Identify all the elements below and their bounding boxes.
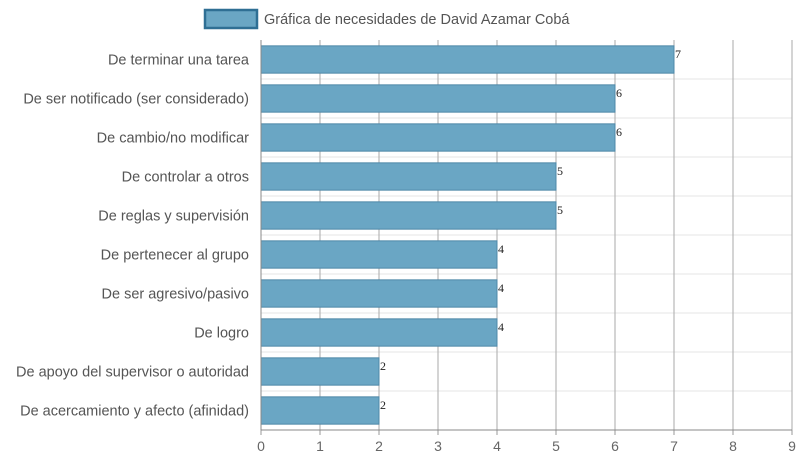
data-label: 4 [498, 320, 504, 334]
data-label: 7 [675, 47, 681, 61]
category-label: De terminar una tarea [108, 53, 250, 69]
x-tick-label: 1 [316, 438, 324, 454]
legend[interactable]: Gráfica de necesidades de David Azamar C… [203, 8, 570, 30]
x-tick-label: 9 [788, 438, 796, 454]
data-label: 5 [557, 203, 563, 217]
x-tick-label: 7 [670, 438, 678, 454]
bar[interactable] [260, 279, 498, 308]
category-label: De ser agresivo/pasivo [102, 287, 250, 303]
bars: 7 6 6 5 5 4 4 4 2 2 [260, 45, 681, 425]
x-tick-label: 0 [257, 438, 265, 454]
legend-label: Gráfica de necesidades de David Azamar C… [264, 12, 570, 28]
bar[interactable] [260, 201, 557, 230]
data-label: 6 [616, 86, 622, 100]
bar[interactable] [260, 84, 616, 113]
bar[interactable] [260, 357, 380, 386]
bar[interactable] [260, 123, 616, 152]
data-label: 4 [498, 281, 504, 295]
legend-swatch[interactable] [203, 8, 259, 30]
x-tick-label: 8 [729, 438, 737, 454]
category-label: De ser notificado (ser considerado) [23, 92, 249, 108]
data-label: 4 [498, 242, 504, 256]
category-label: De pertenecer al grupo [101, 248, 249, 264]
data-label: 2 [380, 359, 386, 373]
category-label: De logro [194, 326, 249, 342]
bar[interactable] [260, 45, 675, 74]
data-label: 5 [557, 164, 563, 178]
bar[interactable] [260, 240, 498, 269]
bar[interactable] [260, 162, 557, 191]
x-tick-label: 3 [434, 438, 442, 454]
axes: 0 1 2 3 4 5 6 7 8 9 De terminar una tarea De ser no… [16, 40, 796, 454]
category-label: De cambio/no modificar [97, 131, 249, 147]
category-label: De controlar a otros [122, 170, 249, 186]
x-tick-label: 6 [611, 438, 619, 454]
bar[interactable] [260, 318, 498, 347]
category-label: De apoyo del supervisor o autoridad [16, 365, 249, 381]
bar[interactable] [260, 396, 380, 425]
data-label: 6 [616, 125, 622, 139]
x-tick-label: 2 [375, 438, 383, 454]
x-tick-label: 4 [493, 438, 501, 454]
category-label: De reglas y supervisión [98, 209, 249, 225]
category-label: De acercamiento y afecto (afinidad) [20, 404, 249, 420]
data-label: 2 [380, 398, 386, 412]
x-tick-label: 5 [552, 438, 560, 454]
